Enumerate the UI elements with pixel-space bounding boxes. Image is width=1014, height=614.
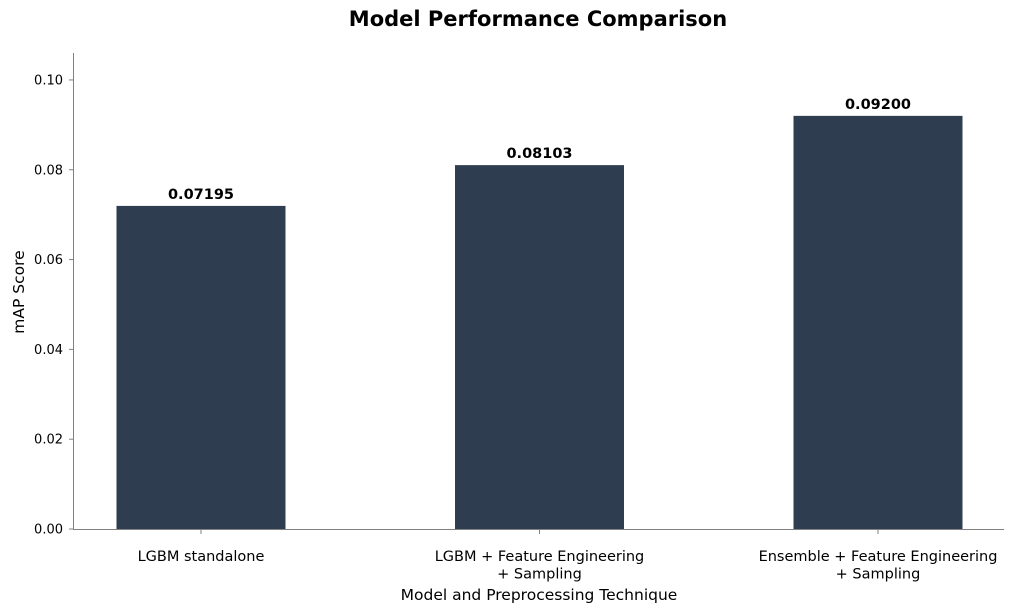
y-axis-ticks: 0.00 0.02 0.04 0.06 0.08 0.10 <box>34 73 73 538</box>
y-tick-label: 0.00 <box>34 523 63 538</box>
x-tick-label: + Sampling <box>497 567 582 583</box>
y-tick-label: 0.06 <box>34 253 63 268</box>
y-tick-label: 0.10 <box>34 73 63 88</box>
y-axis-label: mAP Score <box>10 250 28 333</box>
x-axis-label: Model and Preprocessing Technique <box>401 586 678 604</box>
bar-value-label: 0.07195 <box>168 187 234 203</box>
bars-group <box>116 115 963 530</box>
x-tick-label: Ensemble + Feature Engineering <box>759 549 998 565</box>
x-tick-label: LGBM + Feature Engineering <box>435 549 645 565</box>
bar-value-label: 0.08103 <box>506 146 572 162</box>
x-axis-ticks: LGBM standalone LGBM + Feature Engineerin… <box>138 529 998 583</box>
x-tick-label: LGBM standalone <box>138 549 265 565</box>
x-tick-label: + Sampling <box>836 567 921 583</box>
bar <box>793 115 963 530</box>
bar-value-label: 0.09200 <box>845 97 911 113</box>
chart-title: Model Performance Comparison <box>349 7 727 31</box>
y-tick-label: 0.04 <box>34 343 63 358</box>
bar <box>116 205 286 529</box>
y-tick-label: 0.08 <box>34 163 63 178</box>
bar <box>455 165 624 529</box>
data-labels-group: 0.07195 0.08103 0.09200 <box>168 97 911 203</box>
y-tick-label: 0.02 <box>34 433 63 448</box>
